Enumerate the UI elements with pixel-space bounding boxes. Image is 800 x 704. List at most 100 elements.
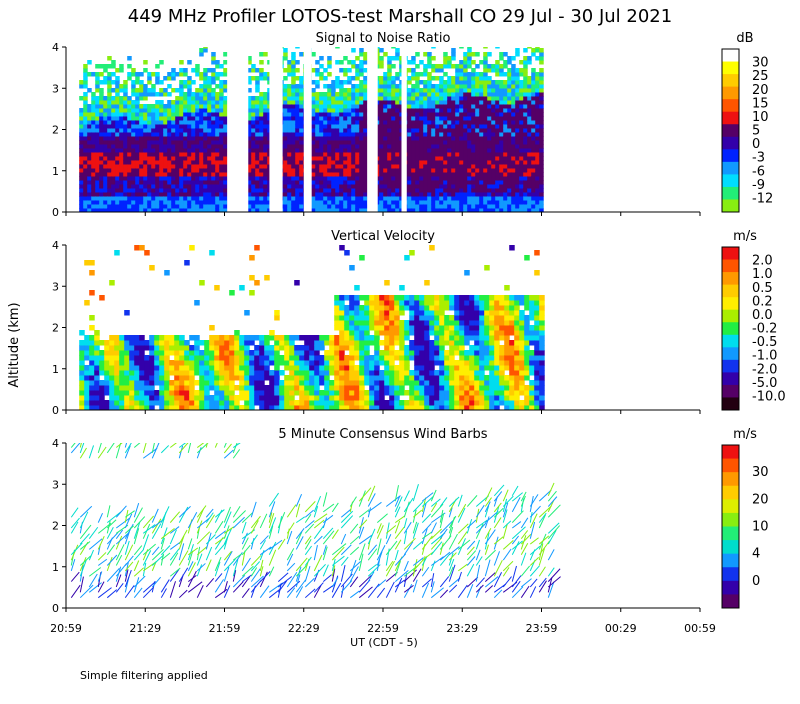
snr-cell (499, 204, 504, 209)
snr-cell (139, 200, 144, 205)
snr-cell (135, 180, 140, 185)
snr-cell (187, 128, 192, 133)
snr-cell (79, 80, 84, 85)
snr-cell (483, 64, 488, 69)
snr-cell (419, 120, 424, 125)
snr-cell (423, 72, 428, 77)
snr-cell (531, 68, 536, 73)
snr-cell (323, 156, 328, 161)
velocity-cell (209, 370, 215, 376)
snr-cell (479, 176, 484, 181)
snr-cell (283, 100, 288, 105)
velocity-cell (189, 345, 195, 351)
snr-cell (131, 100, 136, 105)
velocity-cell (149, 365, 155, 371)
snr-cell (255, 188, 259, 193)
velocity-cell (114, 385, 120, 391)
velocity-cell (189, 385, 195, 391)
snr-cell (123, 132, 128, 137)
snr-cell (311, 108, 316, 113)
snr-cell (251, 148, 256, 153)
velocity-cell (214, 335, 220, 341)
snr-cell (351, 76, 356, 81)
colorbar-swatch (722, 124, 739, 137)
snr-cell (115, 160, 120, 165)
snr-cell (535, 168, 540, 173)
velocity-cell (84, 335, 90, 341)
snr-cell (467, 180, 472, 185)
snr-cell (343, 92, 348, 97)
snr-cell (119, 104, 124, 109)
snr-cell (419, 140, 424, 145)
snr-cell (295, 104, 300, 109)
velocity-cell (189, 390, 195, 396)
snr-cell (131, 68, 136, 73)
snr-cell (499, 184, 504, 189)
snr-cell (503, 176, 508, 181)
snr-cell (319, 64, 324, 69)
snr-cell (487, 104, 492, 109)
velocity-cell (89, 325, 95, 331)
snr-cell (443, 136, 448, 141)
velocity-cell (319, 365, 325, 371)
snr-cell (379, 60, 384, 65)
snr-cell (487, 172, 492, 177)
snr-cell (203, 196, 208, 201)
snr-cell (263, 96, 268, 101)
snr-cell (219, 164, 224, 169)
snr-cell (199, 156, 204, 161)
velocity-cell (244, 365, 250, 371)
velocity-cell (324, 355, 330, 361)
snr-cell (187, 160, 192, 165)
snr-cell (131, 164, 136, 169)
velocity-cell (204, 375, 210, 381)
snr-cell (83, 144, 88, 149)
snr-cell (195, 172, 200, 177)
velocity-cell (84, 340, 90, 346)
snr-cell (127, 64, 132, 69)
snr-cell (311, 96, 316, 101)
snr-cell (507, 140, 512, 145)
snr-cell (335, 180, 340, 185)
snr-cell (339, 80, 344, 85)
snr-cell (147, 204, 152, 209)
velocity-cell (329, 340, 335, 346)
snr-cell (519, 148, 524, 153)
snr-cell (287, 112, 292, 117)
snr-cell (383, 176, 388, 181)
snr-cell (115, 156, 120, 161)
velocity-cell (229, 395, 235, 401)
snr-cell (151, 160, 156, 165)
snr-cell (127, 136, 132, 141)
snr-cell (487, 148, 492, 153)
snr-cell (163, 112, 168, 117)
snr-cell (463, 148, 468, 153)
snr-cell (379, 140, 384, 145)
snr-cell (207, 148, 212, 153)
velocity-cell (274, 380, 280, 386)
snr-cell (215, 136, 220, 141)
snr-cell (363, 196, 368, 201)
snr-cell (163, 116, 168, 121)
snr-cell (347, 120, 352, 125)
snr-cell (435, 148, 440, 153)
snr-cell (215, 128, 220, 133)
velocity-cell (309, 355, 315, 361)
snr-cell (499, 148, 504, 153)
snr-cell (211, 116, 216, 121)
snr-cell (219, 120, 224, 125)
snr-cell (451, 196, 456, 201)
velocity-cell (119, 335, 125, 341)
snr-cell (447, 120, 452, 125)
snr-cell (415, 148, 420, 153)
snr-cell (111, 176, 116, 181)
snr-cell (459, 72, 464, 77)
velocity-cell (204, 350, 210, 356)
snr-cell (287, 196, 292, 201)
velocity-cell (194, 350, 200, 356)
snr-cell (123, 80, 128, 85)
snr-cell (143, 156, 148, 161)
velocity-cell (274, 390, 280, 396)
snr-cell (155, 184, 160, 189)
snr-cell (451, 84, 456, 89)
